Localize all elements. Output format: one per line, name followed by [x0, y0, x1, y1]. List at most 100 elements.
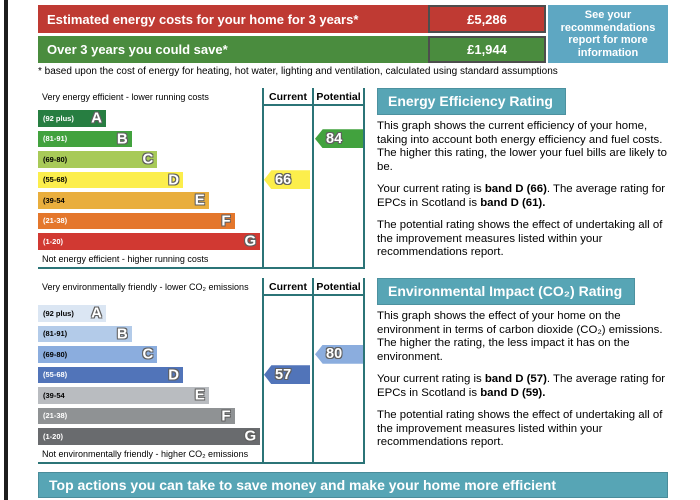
rating-bands: (92 plus) A (81-91) B (69-80) C (55-68) D (39-54…: [38, 278, 365, 464]
current-column-header: Current: [269, 91, 307, 103]
band-range-label: (92 plus): [43, 308, 74, 318]
column-divider: [312, 88, 314, 269]
band-letter: E: [194, 386, 205, 404]
band-f: (21-38) F: [38, 212, 235, 230]
rating-text: Your current rating is: [377, 373, 485, 385]
band-range-label: (92 plus): [43, 113, 74, 123]
band-d: (55-68) D: [38, 171, 184, 189]
band-range-label: (69-80): [43, 349, 68, 359]
band-letter: D: [168, 171, 180, 189]
band-c: (69-80) C: [38, 345, 158, 363]
rating-value: 80: [326, 346, 343, 362]
band-range-label: (1-20): [43, 431, 64, 441]
rating-text: . The average rating for EPCs in Scotlan…: [377, 183, 666, 209]
band-letter: B: [116, 130, 128, 148]
savings-value: £1,944: [428, 36, 546, 63]
band-b: (81-91) B: [38, 130, 132, 148]
footnote: * based upon the cost of energy for heat…: [38, 66, 558, 77]
band-range-label: (69-80): [43, 154, 68, 164]
band-letter: B: [116, 325, 128, 343]
panel-paragraph: This graph shows the effect of your home…: [377, 310, 663, 363]
current-rating-arrow: 66: [264, 170, 310, 190]
band-range-label: (81-91): [43, 329, 68, 339]
column-divider: [363, 88, 365, 269]
panel-paragraph: The potential rating shows the effect of…: [377, 219, 663, 258]
estimated-costs-row: Estimated energy costs for your home for…: [38, 5, 546, 33]
band-c: (69-80) C: [38, 150, 158, 168]
rating-text: . The average rating for EPCs in Scotlan…: [377, 373, 666, 399]
chart-bottom-border: [38, 267, 365, 269]
rating-value: 84: [326, 130, 343, 147]
savings-label: Over 3 years you could save*: [38, 36, 428, 63]
band-range-label: (1-20): [43, 236, 64, 246]
average-rating-bold: band D (59).: [480, 386, 546, 399]
band-letter: G: [244, 232, 257, 250]
average-rating-bold: band D (61).: [480, 196, 546, 209]
panel-header: Energy Efficiency Rating: [377, 88, 566, 115]
energy-efficiency-panel: Energy Efficiency Rating This graph show…: [377, 88, 667, 269]
band-range-label: (55-68): [43, 370, 68, 380]
current-rating-arrow: 57: [264, 365, 310, 385]
band-d: (55-68) D: [38, 366, 184, 384]
band-letter: C: [142, 150, 154, 168]
potential-rating-arrow: 84: [315, 129, 363, 149]
band-e: (39-54 E: [38, 192, 209, 209]
estimated-costs-value: £5,286: [428, 5, 546, 33]
band-g: (1-20) G: [38, 232, 261, 250]
band-range-label: (81-91): [43, 134, 68, 144]
panel-rating-paragraph: Your current rating is band D (57). The …: [377, 373, 667, 400]
potential-column-header: Potential: [316, 281, 361, 293]
potential-rating-arrow: 80: [315, 344, 363, 364]
panel-header: Environmental Impact (CO₂) Rating: [377, 278, 636, 305]
band-range-label: (55-68): [43, 175, 68, 185]
column-divider: [262, 278, 264, 464]
environmental-impact-panel: Environmental Impact (CO₂) Rating This g…: [377, 278, 667, 459]
band-letter: A: [91, 109, 102, 127]
band-letter: F: [221, 407, 231, 425]
band-range-label: (39-54: [43, 390, 65, 400]
rating-value: 66: [275, 171, 292, 188]
current-rating-bold: band D (57): [484, 373, 547, 385]
band-a: (92 plus) A: [38, 305, 106, 322]
rating-value: 57: [275, 366, 292, 383]
band-letter: E: [194, 191, 205, 209]
band-b: (81-91) B: [38, 325, 132, 343]
panel-paragraph: The potential rating shows the effect of…: [377, 409, 663, 448]
chart-top-label: Very energy efficient - lower running co…: [42, 92, 209, 102]
savings-row: Over 3 years you could save* £1,944: [38, 36, 546, 63]
band-range-label: (21-38): [43, 411, 68, 421]
estimated-costs-label: Estimated energy costs for your home for…: [38, 5, 428, 33]
column-header-underline: [262, 104, 365, 106]
chart-bottom-border: [38, 462, 365, 464]
energy-efficiency-chart: Very energy efficient - lower running co…: [38, 88, 365, 269]
band-letter: G: [244, 427, 257, 445]
band-letter: F: [221, 212, 231, 230]
chart-bottom-label: Not energy efficient - higher running co…: [42, 254, 209, 264]
band-letter: A: [91, 304, 102, 322]
band-a: (92 plus) A: [38, 110, 106, 127]
band-letter: D: [168, 366, 180, 384]
potential-column-header: Potential: [316, 91, 361, 103]
column-divider: [363, 278, 365, 464]
rating-text: Your current rating is: [377, 183, 485, 195]
band-letter: C: [142, 345, 154, 363]
chart-top-label: Very environmentally friendly - lower CO…: [42, 282, 249, 292]
current-column-header: Current: [269, 281, 307, 293]
panel-paragraph: This graph shows the current efficiency …: [377, 120, 667, 173]
column-divider: [312, 278, 314, 464]
band-f: (21-38) F: [38, 407, 235, 425]
column-header-underline: [262, 294, 365, 296]
environmental-impact-chart: Very environmentally friendly - lower CO…: [38, 278, 365, 464]
chart-bottom-label: Not environmentally friendly - higher CO…: [42, 449, 249, 459]
band-g: (1-20) G: [38, 427, 261, 445]
band-e: (39-54 E: [38, 387, 209, 404]
panel-rating-paragraph: Your current rating is band D (66). The …: [377, 183, 667, 210]
band-range-label: (21-38): [43, 216, 68, 226]
band-range-label: (39-54: [43, 195, 65, 205]
rating-bands: (92 plus) A (81-91) B (69-80) C (55-68) D (39-54…: [38, 88, 365, 269]
top-actions-bar: Top actions you can take to save money a…: [38, 472, 668, 498]
column-divider: [262, 88, 264, 269]
window-edge: [4, 0, 8, 500]
current-rating-bold: band D (66): [484, 183, 547, 195]
recommendations-info-box[interactable]: See your recommendations report for more…: [548, 5, 668, 63]
